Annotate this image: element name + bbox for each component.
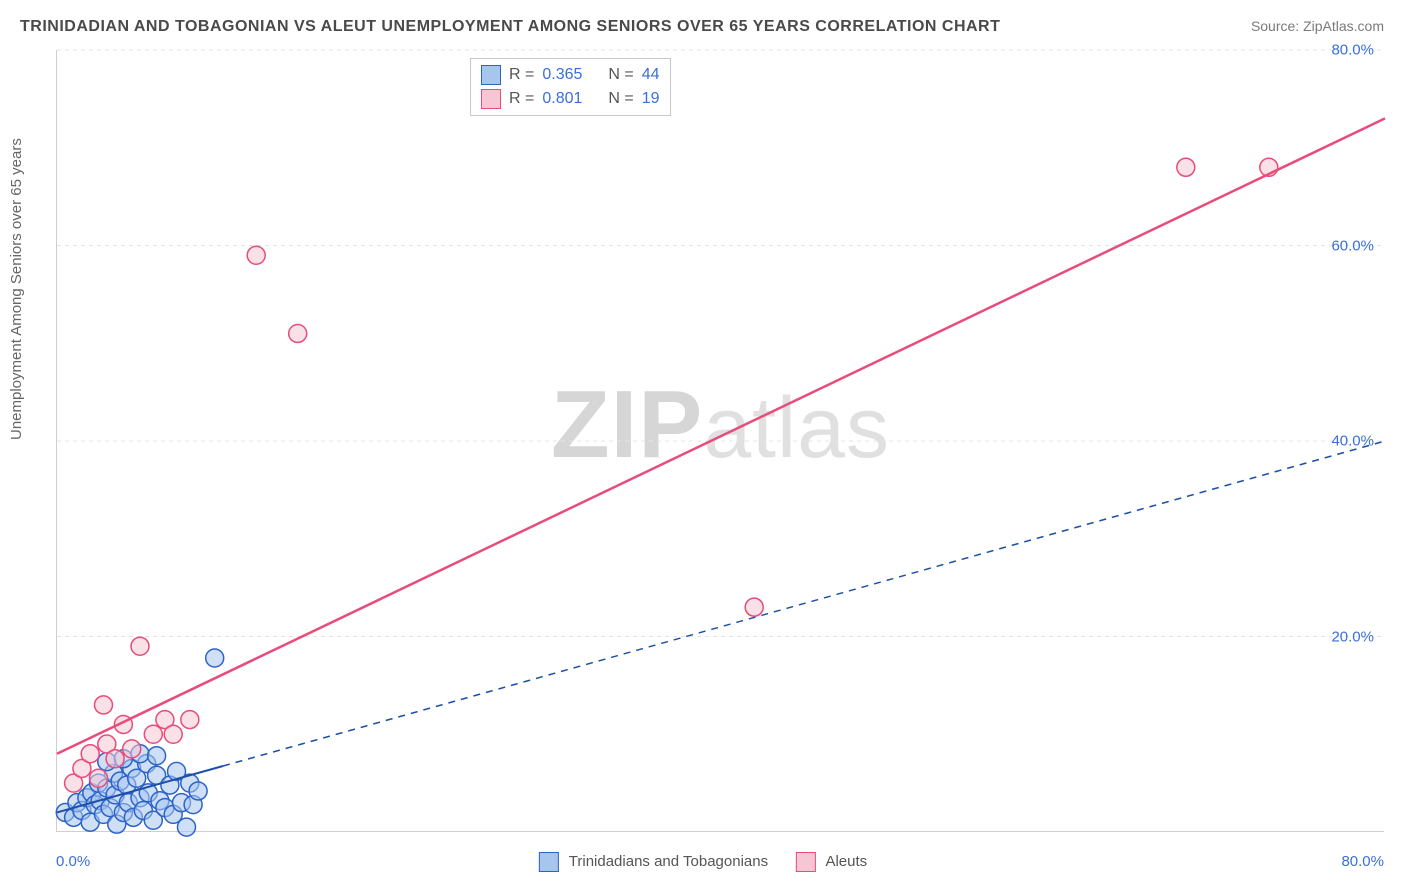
stat-n-value: 19 xyxy=(642,90,660,108)
legend-swatch-icon xyxy=(539,852,559,872)
stat-r-value: 0.801 xyxy=(542,90,582,108)
x-axis-min-label: 0.0% xyxy=(56,853,90,870)
stat-n-label: N = xyxy=(608,66,633,84)
stat-box: R = 0.365 N = 44 R = 0.801 N = 19 xyxy=(470,58,671,116)
legend: Trinidadians and Tobagonians Aleuts xyxy=(539,852,867,872)
legend-label: Trinidadians and Tobagonians xyxy=(569,853,768,870)
y-tick-label: 60.0% xyxy=(1331,237,1374,254)
y-axis-label: Unemployment Among Seniors over 65 years xyxy=(8,138,25,440)
stat-row: R = 0.365 N = 44 xyxy=(481,63,660,87)
legend-swatch-icon xyxy=(796,852,816,872)
chart-title: TRINIDADIAN AND TOBAGONIAN VS ALEUT UNEM… xyxy=(20,18,1000,36)
stat-r-label: R = xyxy=(509,66,534,84)
y-tick-label: 20.0% xyxy=(1331,628,1374,645)
plot-area: ZIPatlas 20.0%40.0%60.0%80.0% xyxy=(56,50,1384,832)
x-axis-max-label: 80.0% xyxy=(1341,853,1384,870)
legend-label: Aleuts xyxy=(825,853,867,870)
legend-item: Trinidadians and Tobagonians xyxy=(539,852,768,872)
stat-n-value: 44 xyxy=(642,66,660,84)
stat-r-value: 0.365 xyxy=(542,66,582,84)
source-label: Source: ZipAtlas.com xyxy=(1251,18,1384,34)
legend-item: Aleuts xyxy=(796,852,867,872)
plot-svg xyxy=(57,50,1384,831)
stat-row: R = 0.801 N = 19 xyxy=(481,87,660,111)
stat-n-label: N = xyxy=(608,90,633,108)
stat-swatch-icon xyxy=(481,65,501,85)
y-tick-label: 80.0% xyxy=(1331,42,1374,59)
stat-r-label: R = xyxy=(509,90,534,108)
y-tick-label: 40.0% xyxy=(1331,433,1374,450)
stat-swatch-icon xyxy=(481,89,501,109)
